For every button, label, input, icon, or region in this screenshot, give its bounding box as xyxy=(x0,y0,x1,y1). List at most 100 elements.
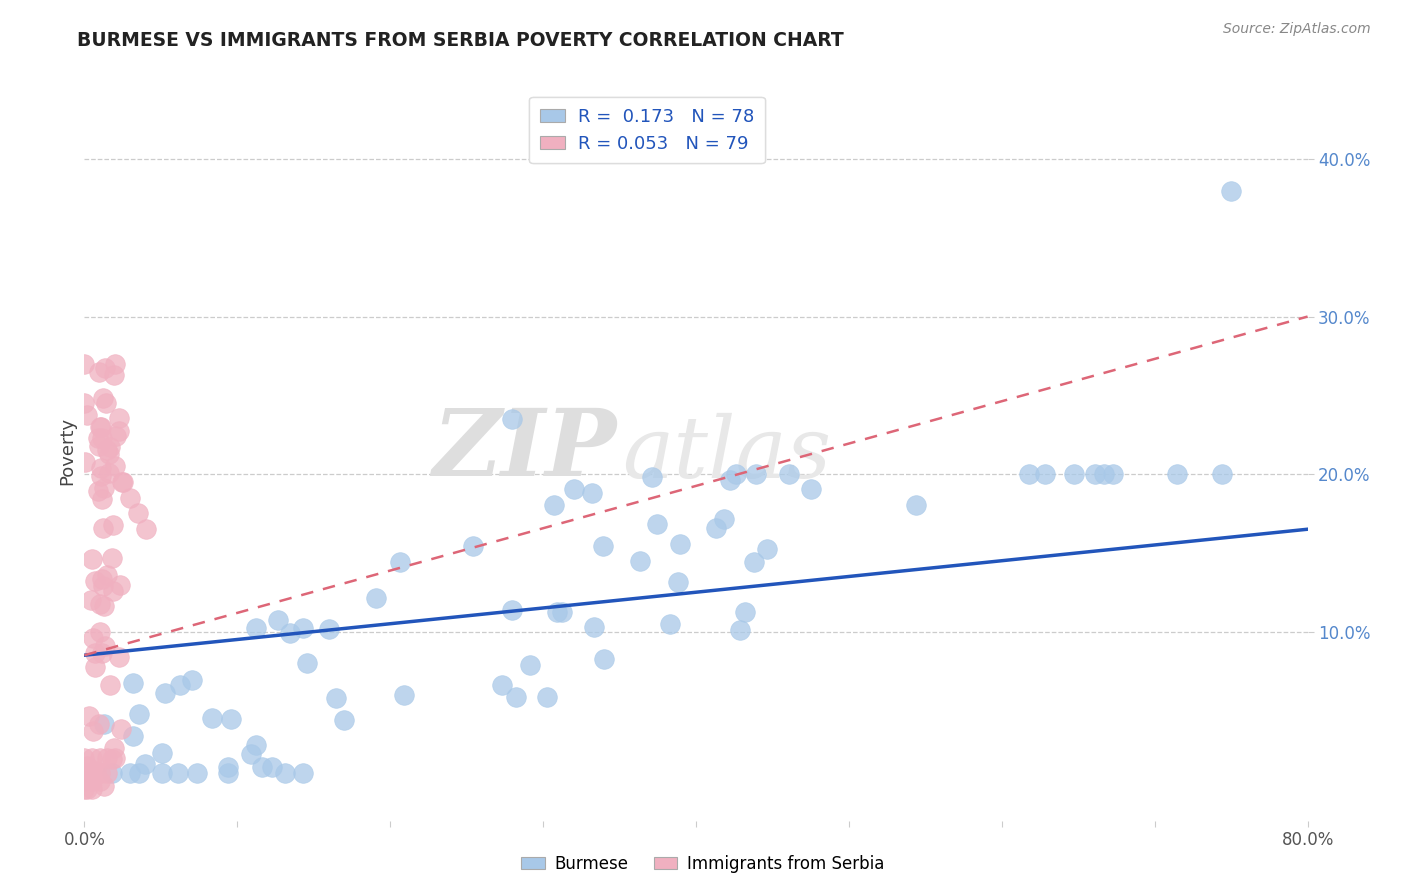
Point xyxy=(668,537,690,551)
Point xyxy=(778,467,800,481)
Point xyxy=(108,578,131,592)
Point xyxy=(742,555,765,569)
Point xyxy=(101,584,124,599)
Point xyxy=(628,554,651,568)
Point xyxy=(905,499,928,513)
Point xyxy=(745,467,768,481)
Point xyxy=(389,555,412,569)
Point xyxy=(647,516,669,531)
Point xyxy=(217,760,239,774)
Point xyxy=(240,747,263,762)
Point xyxy=(502,412,524,426)
Point xyxy=(89,597,111,611)
Point xyxy=(186,766,208,780)
Point xyxy=(73,766,96,780)
Point xyxy=(297,657,319,671)
Point xyxy=(80,782,103,797)
Legend: Burmese, Immigrants from Serbia: Burmese, Immigrants from Serbia xyxy=(515,848,891,880)
Point xyxy=(641,469,664,483)
Point xyxy=(93,599,115,614)
Point xyxy=(87,439,110,453)
Point xyxy=(93,481,115,495)
Point xyxy=(111,475,134,489)
Point xyxy=(219,712,242,726)
Point xyxy=(201,711,224,725)
Point xyxy=(134,757,156,772)
Point xyxy=(1220,184,1243,198)
Point xyxy=(90,469,112,483)
Point xyxy=(87,717,110,731)
Point xyxy=(101,550,124,565)
Text: BURMESE VS IMMIGRANTS FROM SERBIA POVERTY CORRELATION CHART: BURMESE VS IMMIGRANTS FROM SERBIA POVERT… xyxy=(77,31,844,50)
Point xyxy=(128,766,150,780)
Point xyxy=(274,766,297,780)
Point xyxy=(1084,467,1107,481)
Point xyxy=(80,774,103,789)
Point xyxy=(76,408,98,422)
Point xyxy=(1018,467,1040,481)
Point xyxy=(101,751,124,765)
Text: ZIP: ZIP xyxy=(432,406,616,495)
Point xyxy=(364,591,387,606)
Point xyxy=(80,593,103,607)
Point xyxy=(593,652,616,666)
Point xyxy=(217,766,239,780)
Point xyxy=(98,678,121,692)
Point xyxy=(118,766,141,780)
Point xyxy=(799,482,821,496)
Point xyxy=(1211,467,1233,481)
Point xyxy=(543,498,565,512)
Point xyxy=(90,491,112,506)
Point xyxy=(96,750,118,764)
Point xyxy=(110,722,132,736)
Point xyxy=(718,473,741,487)
Point xyxy=(581,485,603,500)
Point xyxy=(127,507,149,521)
Point xyxy=(153,686,176,700)
Point xyxy=(82,551,104,566)
Point xyxy=(75,455,97,469)
Point xyxy=(1166,467,1188,481)
Point xyxy=(80,766,103,780)
Point xyxy=(94,639,117,653)
Point xyxy=(181,673,204,687)
Point xyxy=(89,774,111,789)
Legend: R =  0.173   N = 78, R = 0.053   N = 79: R = 0.173 N = 78, R = 0.053 N = 79 xyxy=(529,96,765,163)
Point xyxy=(93,779,115,793)
Point xyxy=(96,567,118,582)
Point xyxy=(103,741,125,756)
Point xyxy=(98,441,121,455)
Point xyxy=(169,677,191,691)
Point xyxy=(104,357,127,371)
Point xyxy=(292,766,315,780)
Point xyxy=(96,766,118,780)
Point xyxy=(76,781,98,796)
Point xyxy=(135,522,157,536)
Text: atlas: atlas xyxy=(623,413,832,495)
Point xyxy=(167,766,190,780)
Point xyxy=(250,760,273,774)
Point xyxy=(583,619,606,633)
Point xyxy=(93,717,115,731)
Point xyxy=(83,646,105,660)
Point xyxy=(87,431,110,445)
Point xyxy=(87,365,110,379)
Point xyxy=(519,657,541,672)
Point xyxy=(105,429,128,443)
Point xyxy=(546,605,568,619)
Point xyxy=(150,766,173,780)
Point xyxy=(79,709,101,723)
Point xyxy=(128,706,150,721)
Point xyxy=(101,517,124,532)
Point xyxy=(84,574,107,588)
Point xyxy=(728,623,751,637)
Point xyxy=(392,688,415,702)
Point xyxy=(1033,467,1056,481)
Point xyxy=(245,738,267,752)
Point xyxy=(734,605,756,619)
Point xyxy=(562,483,585,497)
Point xyxy=(91,579,114,593)
Point xyxy=(108,411,131,425)
Point xyxy=(666,574,689,589)
Point xyxy=(86,764,108,779)
